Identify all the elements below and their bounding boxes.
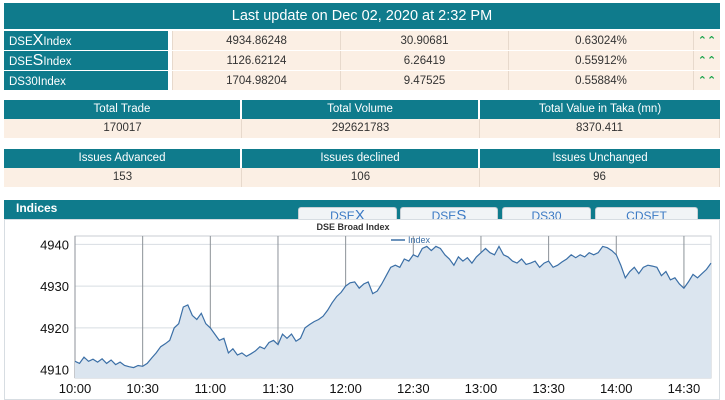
index-name-prefix: DS30 [9, 76, 38, 88]
issues-unchanged-header: Issues Unchanged [480, 149, 720, 168]
index-name-suffix: Index [37, 76, 66, 88]
index-row-ds30[interactable]: DS30 Index 1704.98204 9.47525 0.55884% ⌃… [4, 71, 720, 90]
chart-title: DSE Broad Index [316, 222, 389, 232]
index-percent: 0.55912% [508, 51, 693, 70]
index-name-letter: S [32, 52, 44, 69]
x-tick-label: 14:00 [600, 381, 633, 396]
total-volume-value: 292621783 [242, 119, 480, 138]
issues-advanced-value: 153 [4, 168, 242, 187]
index-name-suffix: Index [43, 56, 72, 68]
up-arrow-icon: ⌃⌃ [693, 51, 720, 70]
indices-title: Indices [16, 201, 58, 215]
up-arrow-icon: ⌃⌃ [693, 71, 720, 90]
issues-advanced-header: Issues Advanced [4, 149, 242, 168]
index-name-dses: DSE S Index [4, 51, 168, 70]
tab-label-letter: S [456, 207, 467, 224]
index-row-dses[interactable]: DSE S Index 1126.62124 6.26419 0.55912% ⌃… [4, 51, 720, 70]
index-change: 9.47525 [340, 71, 508, 90]
issues-stats-table: Issues Advanced Issues declined Issues U… [4, 149, 720, 187]
x-tick-label: 11:30 [262, 381, 294, 396]
up-arrow-icon: ⌃⌃ [693, 31, 720, 50]
x-tick-label: 11:00 [195, 381, 227, 396]
index-percent: 0.55884% [508, 71, 693, 90]
index-change: 6.26419 [340, 51, 508, 70]
x-tick-label: 13:00 [465, 381, 498, 396]
total-value-header: Total Value in Taka (mn) [480, 100, 720, 119]
index-chart-panel: 4910 4920 4930 4940 10:00 10:30 11:00 11:30 12:0… [4, 219, 720, 400]
index-percent: 0.63024% [508, 31, 693, 50]
trade-stats-table: Total Trade Total Volume Total Value in … [4, 100, 720, 138]
x-tick-label: 12:30 [397, 381, 430, 396]
total-value-value: 8370.411 [480, 119, 720, 138]
index-name-ds30: DS30 Index [4, 71, 168, 90]
legend-label: Index [408, 235, 431, 245]
index-value: 4934.86248 [172, 31, 340, 50]
total-volume-header: Total Volume [242, 100, 480, 119]
y-tick-label: 4920 [40, 321, 69, 336]
index-row-dsex[interactable]: DSE X Index 4934.86248 30.90681 0.63024% … [4, 31, 720, 50]
last-update-banner: Last update on Dec 02, 2020 at 2:32 PM [4, 3, 720, 29]
index-name-suffix: Index [43, 36, 72, 48]
issues-declined-header: Issues declined [242, 149, 480, 168]
index-chart[interactable]: 4910 4920 4930 4940 10:00 10:30 11:00 11:30 12:0… [5, 220, 721, 400]
series-area-index [75, 246, 711, 378]
issues-unchanged-value: 96 [480, 168, 720, 187]
y-tick-label: 4930 [40, 279, 69, 294]
total-trade-value: 170017 [4, 119, 242, 138]
total-trade-header: Total Trade [4, 100, 242, 119]
index-name-prefix: DSE [9, 56, 33, 68]
y-tick-label: 4940 [40, 237, 69, 252]
x-tick-label: 13:30 [532, 381, 565, 396]
last-update-text: Last update on Dec 02, 2020 at 2:32 PM [231, 8, 493, 24]
index-table: DSE X Index 4934.86248 30.90681 0.63024% … [4, 31, 720, 91]
tab-label-letter: X [354, 207, 365, 224]
x-tick-label: 12:00 [329, 381, 362, 396]
y-tick-label: 4910 [40, 363, 69, 378]
x-tick-label: 10:30 [126, 381, 159, 396]
index-value: 1126.62124 [172, 51, 340, 70]
index-change: 30.90681 [340, 31, 508, 50]
index-value: 1704.98204 [172, 71, 340, 90]
x-tick-label: 10:00 [59, 381, 92, 396]
x-tick-label: 14:30 [668, 381, 701, 396]
index-name-prefix: DSE [9, 36, 33, 48]
index-name-dsex: DSE X Index [4, 31, 168, 50]
series-line-index [74, 245, 712, 369]
index-name-letter: X [32, 32, 44, 49]
issues-declined-value: 106 [242, 168, 480, 187]
